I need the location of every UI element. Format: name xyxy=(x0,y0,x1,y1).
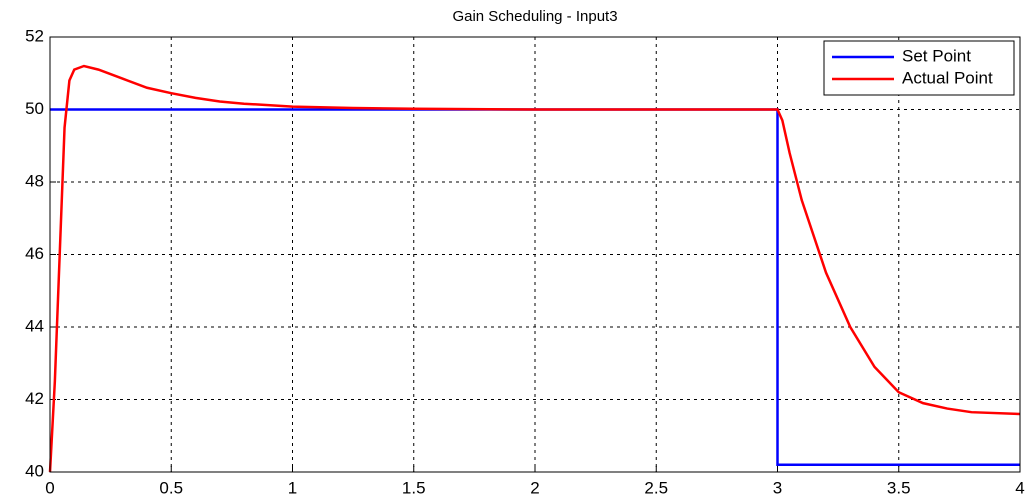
y-tick-label: 44 xyxy=(25,316,44,335)
y-tick-label: 42 xyxy=(25,389,44,408)
y-tick-label: 40 xyxy=(25,461,44,480)
x-tick-label: 4 xyxy=(1015,478,1024,497)
legend-label: Set Point xyxy=(902,46,971,65)
legend-label: Actual Point xyxy=(902,68,993,87)
legend-box xyxy=(823,40,1015,96)
chart-title: Gain Scheduling - Input3 xyxy=(452,8,617,25)
y-tick-label: 50 xyxy=(25,99,44,118)
y-tick-label: 52 xyxy=(25,26,44,45)
x-tick-label: 2.5 xyxy=(644,478,668,497)
x-tick-label: 3 xyxy=(773,478,782,497)
y-tick-label: 48 xyxy=(25,171,44,190)
x-tick-label: 2 xyxy=(530,478,539,497)
x-tick-label: 1.5 xyxy=(402,478,426,497)
x-tick-label: 0 xyxy=(45,478,54,497)
x-tick-label: 0.5 xyxy=(159,478,183,497)
x-tick-label: 3.5 xyxy=(887,478,911,497)
x-tick-label: 1 xyxy=(288,478,297,497)
plot-frame xyxy=(49,36,1021,473)
y-tick-label: 46 xyxy=(25,244,44,263)
data-line xyxy=(48,64,1021,473)
